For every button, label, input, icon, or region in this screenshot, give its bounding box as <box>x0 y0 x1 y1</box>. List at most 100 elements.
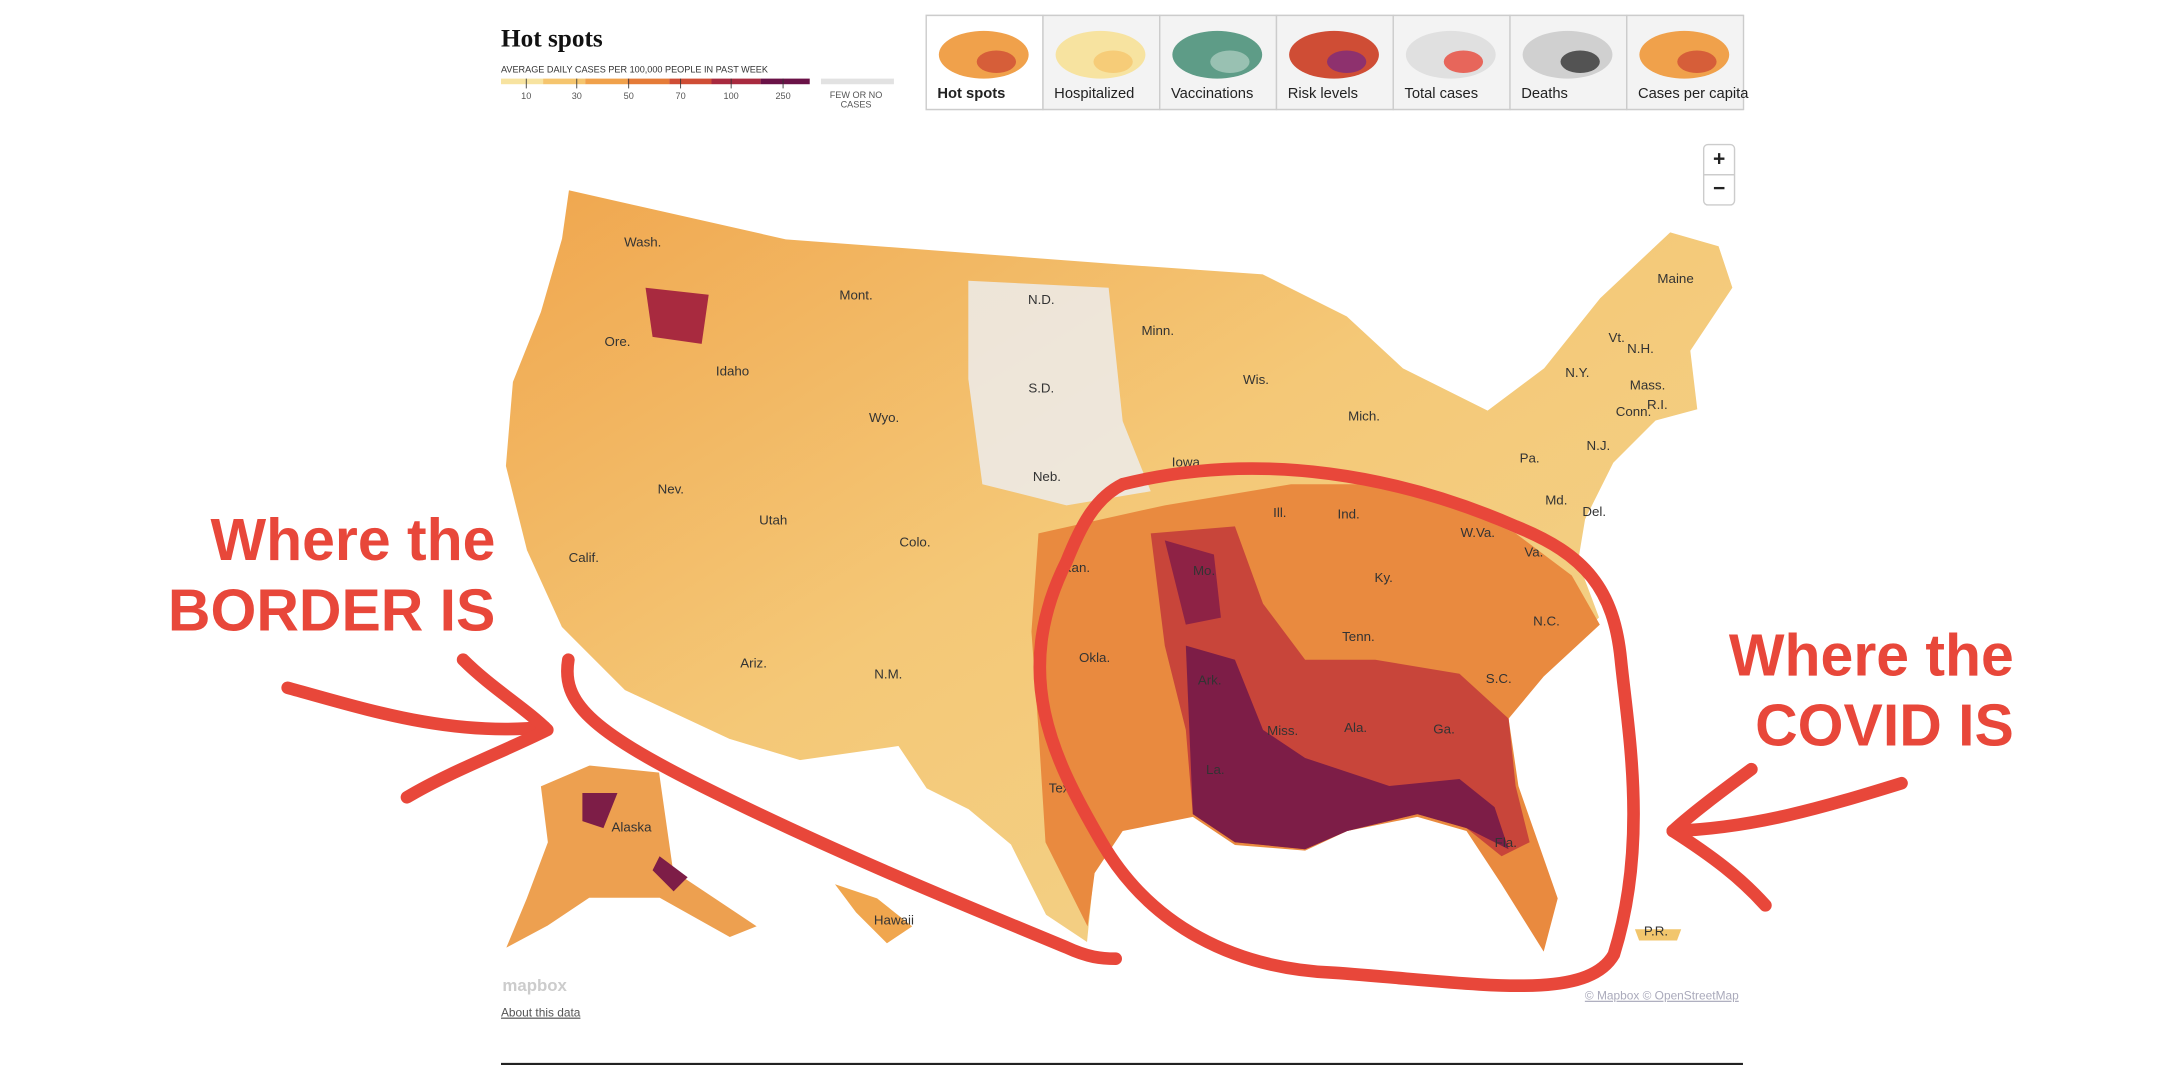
tab[interactable]: Hospitalized <box>1042 14 1161 111</box>
tab[interactable]: Hot spots <box>925 14 1044 111</box>
state-label: Ark. <box>1198 672 1222 687</box>
state-label: Ind. <box>1338 507 1360 522</box>
state-label: Conn. <box>1616 404 1652 419</box>
annotation-right: Where the <box>1729 623 2014 688</box>
map: Wash. Ore. Calif. Idaho Mont. Wyo. Nev. Utah Ari… <box>504 188 1734 954</box>
tab[interactable]: Cases per capita <box>1626 14 1749 111</box>
zoom-out[interactable]: − <box>1713 177 1725 200</box>
annotation-left: Where the <box>211 508 496 573</box>
legend-title: AVERAGE DAILY CASES PER 100,000 PEOPLE I… <box>501 65 768 75</box>
title: Hot spots <box>501 25 603 53</box>
legend-tick-label: 30 <box>572 91 582 101</box>
state-label: Ore. <box>605 334 631 349</box>
hot-area <box>645 287 709 344</box>
state-label: S.C. <box>1486 671 1512 686</box>
legend-swatch <box>500 78 544 85</box>
state-label: Idaho <box>716 363 749 378</box>
state-label: S.D. <box>1028 380 1054 395</box>
state-label: Va. <box>1524 545 1543 560</box>
legend-tick-label: 10 <box>521 91 531 101</box>
state-label: Neb. <box>1033 469 1061 484</box>
state-label: Maine <box>1657 271 1693 286</box>
state-label: Ariz. <box>740 655 767 670</box>
state-label: Md. <box>1545 493 1567 508</box>
state-label: Wash. <box>624 234 661 249</box>
tab[interactable]: Total cases <box>1392 14 1511 111</box>
state-label: Mich. <box>1348 408 1380 423</box>
state-label: Pa. <box>1520 451 1540 466</box>
mapbox-logo: mapbox <box>502 976 567 995</box>
tab-label[interactable]: Vaccinations <box>1171 86 1253 102</box>
tab-label[interactable]: Hospitalized <box>1054 86 1134 102</box>
zoom-in[interactable]: + <box>1713 148 1725 171</box>
state-label: N.J. <box>1587 438 1611 453</box>
state-label: R.I. <box>1647 397 1668 412</box>
state-label: Fla. <box>1495 835 1517 850</box>
tab-thumbnail-detail <box>1677 50 1717 73</box>
legend-swatch <box>711 78 761 85</box>
legend-tick-label: 100 <box>724 91 739 101</box>
state-label: N.C. <box>1533 613 1560 628</box>
state-label: Wis. <box>1243 372 1269 387</box>
state-label: Tenn. <box>1342 629 1375 644</box>
tab-label[interactable]: Deaths <box>1521 86 1568 102</box>
tab-label[interactable]: Cases per capita <box>1638 86 1749 102</box>
state-label: N.D. <box>1028 292 1055 307</box>
state-label: Miss. <box>1267 723 1298 738</box>
tab[interactable]: Risk levels <box>1275 14 1394 111</box>
state-label: Ill. <box>1273 505 1286 520</box>
arrow-right <box>1666 776 1908 838</box>
tab-thumbnail-detail <box>1443 50 1484 73</box>
alaska-hot <box>582 793 688 892</box>
state-label: Mass. <box>1630 378 1666 393</box>
state-labels: Wash. Ore. Calif. Idaho Mont. Wyo. Nev. Utah Ari… <box>569 234 1694 938</box>
tab[interactable]: Vaccinations <box>1159 14 1278 111</box>
legend-swatch <box>760 78 810 85</box>
tab-label[interactable]: Hot spots <box>937 86 1005 102</box>
about-link[interactable]: About this data <box>501 1006 581 1020</box>
tab-thumbnail-detail <box>1210 50 1250 73</box>
hottest-region <box>1185 645 1509 850</box>
arrow-left <box>281 681 551 736</box>
hawaii <box>834 884 913 944</box>
few-cases-area <box>968 280 1151 506</box>
tab-thumbnail-detail <box>976 50 1017 73</box>
legend-bar <box>500 78 894 85</box>
state-label: La. <box>1206 762 1225 777</box>
annotation-left: BORDER IS <box>168 578 495 643</box>
state-label: Okla. <box>1079 650 1110 665</box>
legend-swatch <box>627 78 670 85</box>
state-label: Nev. <box>658 481 684 496</box>
state-label: Ala. <box>1344 720 1367 735</box>
tab-label[interactable]: Total cases <box>1404 86 1478 102</box>
alaska <box>504 764 760 951</box>
attribution[interactable]: © Mapbox © OpenStreetMap <box>1585 989 1739 1003</box>
state-label: Minn. <box>1141 323 1174 338</box>
state-label: Del. <box>1582 504 1606 519</box>
state-label: Wyo. <box>869 410 899 425</box>
state-label: N.Y. <box>1565 365 1589 380</box>
legend-no-cases: CASES <box>841 100 872 110</box>
state-label: Hawaii <box>874 912 914 927</box>
hot-area <box>1164 540 1221 625</box>
legend-swatch <box>585 78 628 85</box>
annotation-right: COVID IS <box>1755 693 2014 758</box>
zoom-controls: + − <box>1702 143 1736 206</box>
state-label: Utah <box>759 512 787 527</box>
tab-label[interactable]: Risk levels <box>1288 86 1358 102</box>
state-label: Alaska <box>612 820 653 835</box>
tab[interactable]: Deaths <box>1509 14 1628 111</box>
state-label: N.M. <box>874 667 902 682</box>
tab-thumbnail-detail <box>1093 50 1133 73</box>
arrow-right-head <box>1666 762 1772 912</box>
puerto-rico <box>1634 929 1682 941</box>
legend-swatch <box>543 78 586 85</box>
state-label: Ga. <box>1433 721 1454 736</box>
state-label: P.R. <box>1644 924 1668 939</box>
legend-no-cases: FEW OR NO <box>830 90 883 100</box>
border-line <box>561 653 1122 966</box>
state-label: Vt. <box>1609 330 1625 345</box>
tabs: Hot spots Hospitalized Vaccinations Risk le… <box>925 14 1749 111</box>
tab-thumbnail-detail <box>1327 50 1367 73</box>
